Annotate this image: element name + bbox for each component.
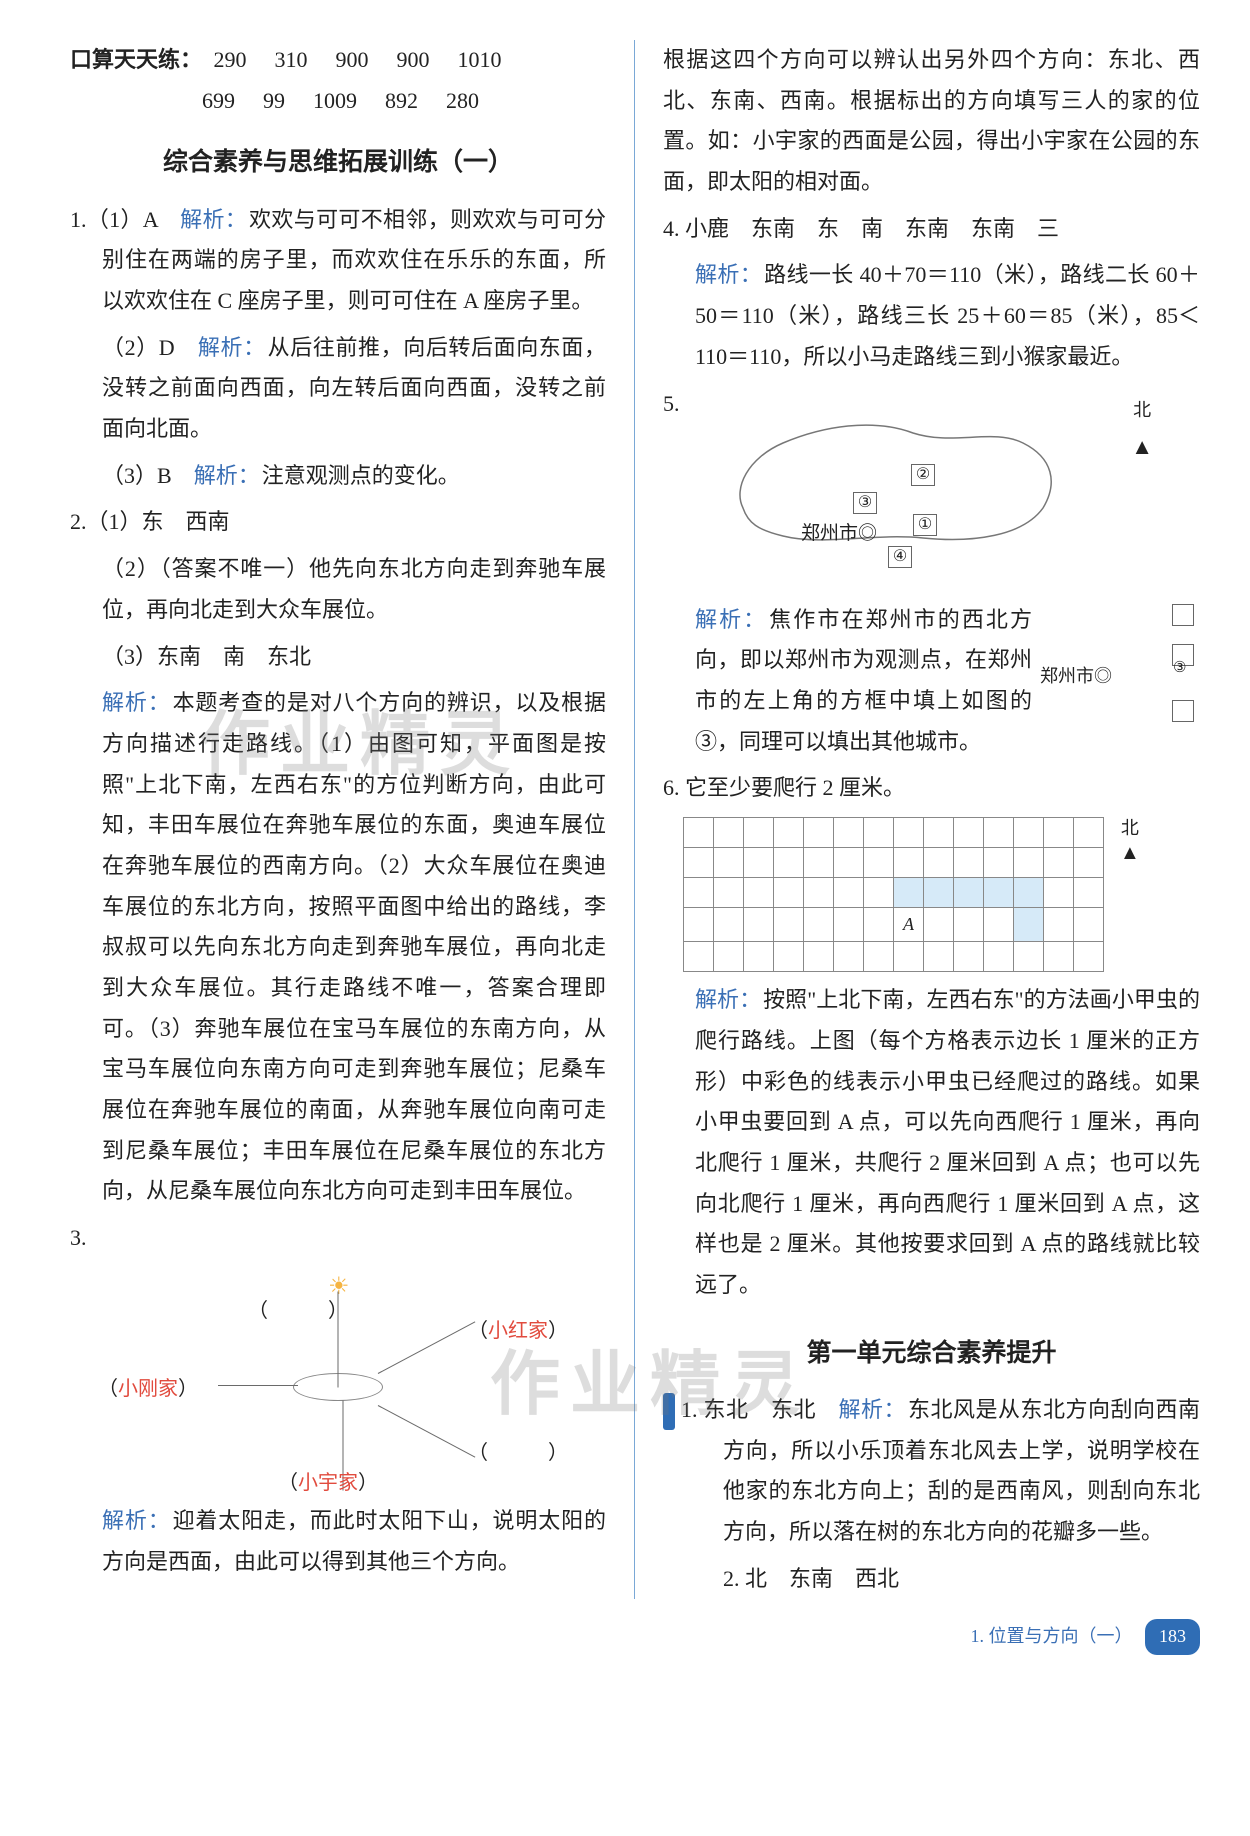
answer: （3）B bbox=[102, 463, 194, 488]
analysis-label: 解析： bbox=[695, 987, 761, 1012]
q2-3: （3）东南 南 东北 bbox=[70, 637, 606, 678]
num: 900 bbox=[336, 40, 369, 81]
num: 900 bbox=[397, 40, 430, 81]
compass-north: 北▲ bbox=[1120, 817, 1140, 866]
right-column: 根据这四个方向可以辨认出另外四个方向：东北、西北、东南、西南。根据标出的方向填写… bbox=[635, 40, 1200, 1599]
grid: A bbox=[683, 817, 1104, 972]
num: 310 bbox=[275, 40, 308, 81]
analysis-label: 解析： bbox=[695, 607, 767, 632]
q3-cont: 根据这四个方向可以辨认出另外四个方向：东北、西北、东南、西南。根据标出的方向填写… bbox=[663, 40, 1200, 203]
num: 699 bbox=[202, 81, 235, 122]
q4-analysis: 解析：路线一长 40＋70＝110（米），路线二长 60＋50＝110（米），路… bbox=[663, 255, 1200, 377]
q6-1: 6. 它至少要爬行 2 厘米。 bbox=[663, 768, 1200, 809]
num: 280 bbox=[446, 81, 479, 122]
compass-north: 北▲ bbox=[1131, 394, 1153, 468]
unit-title: 第一单元综合素养提升 bbox=[663, 1330, 1200, 1376]
analysis-text: 路线一长 40＋70＝110（米），路线二长 60＋50＝110（米），路线三长… bbox=[695, 262, 1200, 368]
left-column: 口算天天练： 290 310 900 900 1010 699 99 1009 … bbox=[70, 40, 635, 1599]
q5-diagram: 郑州市◎ ① ② ③ ④ 北▲ bbox=[723, 388, 1153, 588]
analysis-label: 解析： bbox=[102, 690, 171, 715]
unit-q1: 一1. 东北 东北 解析：东北风是从东北方向刮向西南方向，所以小乐顶着东北风去上… bbox=[663, 1390, 1200, 1553]
num: 892 bbox=[385, 81, 418, 122]
diagram-line bbox=[218, 1385, 298, 1386]
q5-num: 5. bbox=[663, 384, 693, 425]
q3-analysis: 解析：迎着太阳走，而此时太阳下山，说明太阳的方向是西面，由此可以得到其他三个方向… bbox=[70, 1501, 606, 1582]
q3-num: 3. bbox=[70, 1218, 606, 1259]
blank-label: （ ） bbox=[468, 1435, 568, 1472]
q6-analysis: 解析：按照"上北下南，左西右东"的方法画小甲虫的爬行路线。上图（每个方格表示边长… bbox=[663, 980, 1200, 1306]
q2-1: 2.（1）东 西南 bbox=[70, 502, 606, 543]
mini-box: ③ bbox=[1172, 644, 1194, 666]
diagram-line bbox=[378, 1405, 476, 1458]
analysis-label: 解析： bbox=[839, 1397, 907, 1422]
city-label: 郑州市◎ bbox=[801, 516, 877, 551]
box-2: ② bbox=[911, 464, 935, 486]
q4-1: 4. 小鹿 东南 东 南 东南 东南 三 bbox=[663, 209, 1200, 250]
analysis-label: 解析： bbox=[180, 207, 247, 232]
analysis-text: 按照"上北下南，左西右东"的方法画小甲虫的爬行路线。上图（每个方格表示边长 1 … bbox=[695, 987, 1200, 1297]
q1-2: （2）D 解析：从后往前推，向后转后面向东面，没转之前面向西面，向左转后面向西面… bbox=[70, 328, 606, 450]
section-badge: 一 bbox=[663, 1393, 675, 1430]
q1-3: （3）B 解析：注意观测点的变化。 bbox=[70, 456, 606, 497]
point-A: A bbox=[894, 907, 924, 941]
unit-q2: 2. 北 东南 西北 bbox=[663, 1559, 1200, 1600]
box-1: ① bbox=[913, 514, 937, 536]
analysis-text: 迎着太阳走，而此时太阳下山，说明太阳的方向是西面，由此可以得到其他三个方向。 bbox=[102, 1508, 606, 1574]
analysis-label: 解析： bbox=[102, 1508, 171, 1533]
analysis-label: 解析： bbox=[198, 335, 266, 360]
q3-diagram: ☀ （ ） （小红家） （小刚家） （ ） （小宇家） bbox=[98, 1265, 578, 1495]
mini-city-label: 郑州市◎ bbox=[1040, 660, 1112, 693]
mini-box bbox=[1172, 700, 1194, 722]
label-red: 小红家 bbox=[488, 1320, 548, 1342]
analysis-label: 解析： bbox=[194, 463, 260, 488]
num: 290 bbox=[214, 40, 247, 81]
answer: 1. 东北 东北 bbox=[681, 1397, 839, 1422]
section-title: 综合素养与思维拓展训练（一） bbox=[70, 139, 606, 185]
box-3: ③ bbox=[853, 492, 877, 514]
answer: 1.（1）A bbox=[70, 207, 180, 232]
q6-diagram: A 北▲ bbox=[683, 817, 1200, 972]
analysis-text: 本题考查的是对八个方向的辨识，以及根据方向描述行走路线。（1）由图可知，平面图是… bbox=[102, 690, 606, 1203]
page-footer: 1. 位置与方向（一） 183 bbox=[70, 1619, 1200, 1654]
diagram-line bbox=[378, 1321, 476, 1374]
q2-analysis: 解析：本题考查的是对八个方向的辨识，以及根据方向描述行走路线。（1）由图可知，平… bbox=[70, 683, 606, 1212]
label-red: 小刚家 bbox=[118, 1378, 178, 1400]
answer: （2）D bbox=[102, 335, 198, 360]
mini-box bbox=[1172, 604, 1194, 626]
analysis-text: 注意观测点的变化。 bbox=[262, 463, 460, 488]
mental-math-label: 口算天天练： bbox=[70, 47, 202, 72]
num: 1009 bbox=[313, 81, 357, 122]
q5-mini-diagram: ③ 郑州市◎ bbox=[1040, 600, 1200, 740]
map-outline-icon bbox=[723, 388, 1083, 568]
num: 1010 bbox=[458, 40, 502, 81]
q1-1: 1.（1）A 解析：欢欢与可可不相邻，则欢欢与可可分别住在两端的房子里，而欢欢住… bbox=[70, 200, 606, 322]
page-number: 183 bbox=[1145, 1619, 1200, 1654]
q5-analysis: ③ 郑州市◎ 解析：焦作市在郑州市的西北方向，即以郑州市为观测点，在郑州市的左上… bbox=[663, 600, 1200, 763]
label-red: 小宇家 bbox=[298, 1472, 358, 1494]
mental-math-header: 口算天天练： 290 310 900 900 1010 699 99 1009 … bbox=[70, 40, 606, 121]
analysis-label: 解析： bbox=[695, 262, 762, 287]
footer-text: 1. 位置与方向（一） bbox=[971, 1626, 1133, 1646]
blank-label: （ ） bbox=[248, 1293, 348, 1330]
box-4: ④ bbox=[888, 546, 912, 568]
num: 99 bbox=[263, 81, 285, 122]
q2-2: （2）（答案不唯一）他先向东北方向走到奔驰车展位，再向北走到大众车展位。 bbox=[70, 549, 606, 630]
